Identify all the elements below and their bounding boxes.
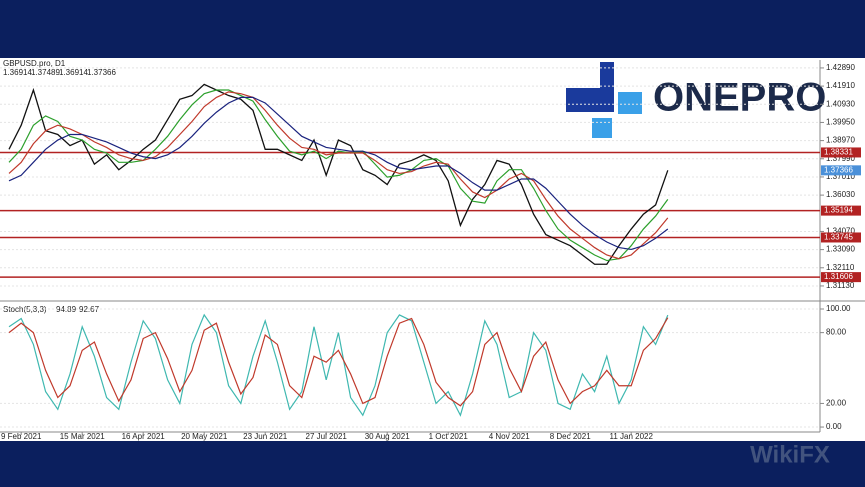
y-tick-label: 1.37010: [826, 172, 855, 181]
y-tick-label: 1.36030: [826, 190, 855, 199]
y-tick-label: 1.39950: [826, 118, 855, 127]
ohlc-close: 1.37366: [87, 68, 116, 77]
level-label-box: [821, 147, 861, 158]
x-tick-label: 15 Mar 2021: [60, 432, 105, 441]
y-tick-label: 1.41910: [826, 81, 855, 90]
ohlc-open: 1.36914: [3, 68, 32, 77]
series-line: [8, 89, 669, 262]
y-tick-label: 1.33090: [826, 245, 855, 254]
watermark: WikiFX: [750, 441, 830, 468]
x-tick-label: 11 Jan 2022: [609, 432, 653, 441]
ohlc-low: 1.36914: [59, 68, 88, 77]
y-tick-label: 1.40930: [826, 99, 855, 108]
y-tick-label: 1.38970: [826, 136, 855, 145]
y-tick-label: 1.31130: [826, 281, 855, 290]
level-label: 1.38331: [824, 148, 853, 157]
x-tick-label: 16 Apr 2021: [122, 432, 166, 441]
level-label: 1.33745: [824, 233, 853, 242]
x-tick-label: 1 Oct 2021: [429, 432, 469, 441]
price-label-box: [821, 165, 861, 176]
series-line: [8, 96, 669, 251]
x-tick-label: 23 Jun 2021: [243, 432, 288, 441]
x-tick-label: 4 Nov 2021: [489, 432, 530, 441]
y-tick-label: 20.00: [826, 399, 847, 408]
y-tick-label: 1.34070: [826, 227, 855, 236]
price-label: 1.37366: [824, 165, 853, 174]
x-tick-label: 20 May 2021: [181, 432, 228, 441]
level-label: 1.35194: [824, 206, 853, 215]
y-tick-label: 1.42890: [826, 63, 855, 72]
y-tick-label: 1.32110: [826, 263, 855, 272]
x-tick-label: 9 Feb 2021: [1, 432, 42, 441]
stoch-signal-value: 92.67: [79, 305, 100, 314]
logo-icon: [566, 62, 642, 138]
logo-text: ONEPRO: [653, 76, 826, 120]
y-tick-label: 100.00: [826, 304, 851, 313]
y-tick-label: 80.00: [826, 328, 847, 337]
x-tick-label: 27 Jul 2021: [306, 432, 348, 441]
series-line: [8, 91, 669, 260]
y-tick-label: 0.00: [826, 422, 842, 431]
level-label-box: [821, 205, 861, 216]
series-line: [8, 313, 669, 417]
bottom-band: [0, 441, 865, 487]
chart-title: GBPUSD.pro, D1: [3, 59, 66, 68]
x-tick-label: 30 Aug 2021: [365, 432, 410, 441]
series-line: [8, 83, 669, 265]
plots: 1.42890 1.41910 1.40930 1.39950 1.38970 1.379…: [0, 63, 861, 441]
level-label: 1.31606: [824, 272, 853, 281]
stoch-main-value: 94.89: [56, 305, 77, 314]
top-band: [0, 0, 865, 58]
level-label-box: [821, 232, 861, 243]
x-tick-label: 8 Dec 2021: [550, 432, 591, 441]
ohlc-high: 1.37489: [31, 68, 60, 77]
level-label-box: [821, 272, 861, 283]
stoch-title: Stoch(5,3,3): [3, 305, 47, 314]
y-tick-label: 1.37990: [826, 154, 855, 163]
series-line: [8, 317, 669, 407]
